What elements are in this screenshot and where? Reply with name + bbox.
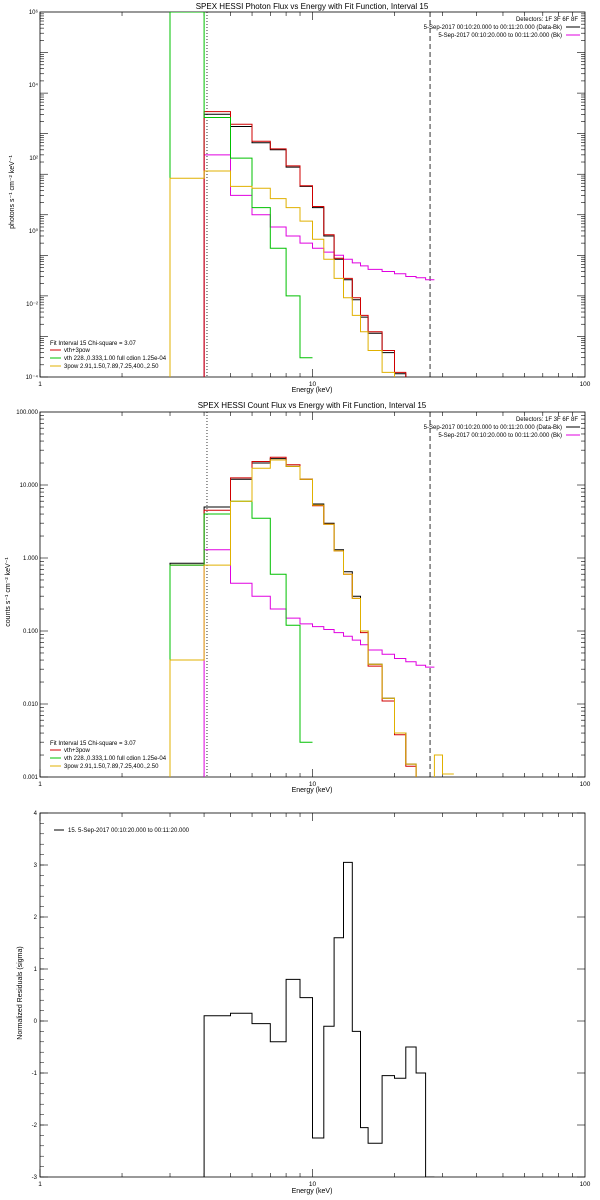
count-flux-fit-info: Fit Interval 15 Chi-square = 3.07 xyxy=(50,741,137,747)
residuals-xlabel: Energy (keV) xyxy=(292,1188,333,1195)
photon-flux-panel: SPEX HESSI Photon Flux vs Energy with Fi… xyxy=(9,2,591,394)
series-line-vth-228-0-333-1-00-full-cdion-1-25e-04 xyxy=(169,12,313,377)
y-tick-label: 10.000 xyxy=(20,483,39,489)
count-flux-legend-detectors: Detectors: 1F 3F 6F 8F xyxy=(516,417,578,423)
photon-flux-title: SPEX HESSI Photon Flux vs Energy with Fi… xyxy=(196,2,429,11)
x-tick-label: 10 xyxy=(309,381,317,388)
photon-flux-legend-vth3pow: vth+3pow xyxy=(64,348,91,354)
count-flux-title: SPEX HESSI Count Flux vs Energy with Fit… xyxy=(198,401,427,410)
residuals-legend-label: 15. 5-Sep-2017 00:10:20.000 to 00:11:20.… xyxy=(68,828,190,834)
series-line-3pow-2-91-1-50-7-89-7-25-400-2-50 xyxy=(169,170,395,377)
photon-flux-legend-bk: 5-Sep-2017 00:10:20.000 to 00:11:20.000 … xyxy=(438,33,562,39)
residuals-ylabel: Normalized Residuals (sigma) xyxy=(17,946,24,1039)
series-line-residuals xyxy=(203,861,435,1177)
photon-flux-legend-vth: vth 228.,0.333,1.00 full cdion 1.25e-04 xyxy=(64,356,167,362)
y-tick-label: 10⁶ xyxy=(29,9,39,16)
y-tick-label: 3 xyxy=(34,863,38,869)
y-tick-label: -3 xyxy=(32,1175,38,1181)
series-line-vth-3pow xyxy=(169,456,417,777)
y-tick-label: 0.001 xyxy=(23,775,39,781)
series-line-bk xyxy=(203,154,435,377)
count-flux-legend-vth: vth 228.,0.333,1.00 full cdion 1.25e-04 xyxy=(64,756,167,762)
y-tick-label: 10⁻⁴ xyxy=(26,374,39,381)
photon-flux-ylabel: photons s⁻¹ cm⁻² keV⁻¹ xyxy=(9,154,16,228)
plot-frame-1 xyxy=(39,411,586,778)
count-flux-legend-data: 5-Sep-2017 00:10:20.000 to 00:11:20.000 … xyxy=(424,425,562,431)
x-tick-label: 1 xyxy=(38,381,42,388)
series-line-vth-228-0-333-1-00-full-cdion-1-25e-04 xyxy=(169,500,313,777)
count-flux-panel: SPEX HESSI Count Flux vs Energy with Fit… xyxy=(5,401,591,794)
series-line-data-bk xyxy=(203,113,407,377)
series-line-data-bk xyxy=(169,458,417,777)
x-tick-label: 100 xyxy=(580,381,591,388)
x-tick-label: 10 xyxy=(309,1181,317,1188)
y-tick-label: -2 xyxy=(32,1123,38,1129)
x-tick-label: 10 xyxy=(309,781,317,788)
x-tick-label: 100 xyxy=(580,1181,591,1188)
y-tick-label: 10⁻² xyxy=(26,302,38,308)
x-tick-label: 1 xyxy=(38,1181,42,1188)
y-tick-label: 1.000 xyxy=(23,556,39,562)
count-flux-legend-3pow: 3pow 2.91,1.50,7.89,7.25,400.,2.50 xyxy=(64,764,159,770)
photon-flux-legend-data: 5-Sep-2017 00:10:20.000 to 00:11:20.000 … xyxy=(424,25,562,31)
photon-flux-legend-3pow: 3pow 2.91,1.50,7.89,7.25,400.,2.50 xyxy=(64,364,159,370)
photon-flux-xlabel: Energy (keV) xyxy=(292,387,333,394)
series-line-vth-3pow xyxy=(203,111,407,377)
y-tick-label: 2 xyxy=(34,915,38,921)
x-tick-label: 100 xyxy=(580,781,591,788)
y-tick-label: 1 xyxy=(34,967,38,973)
series-line-3pow-2-91-1-50-7-89-7-25-400-2-50 xyxy=(169,459,454,777)
photon-flux-fit-info: Fit Interval 15 Chi-square = 3.07 xyxy=(50,341,137,347)
y-tick-label: 10² xyxy=(29,156,38,162)
count-flux-legend-bk: 5-Sep-2017 00:10:20.000 to 00:11:20.000 … xyxy=(438,433,562,439)
series-line-bk xyxy=(203,549,435,777)
x-tick-label: 1 xyxy=(38,781,42,788)
residuals-panel: Energy (keV) Normalized Residuals (sigma… xyxy=(17,811,591,1195)
count-flux-ylabel: counts s⁻¹ cm⁻² keV⁻¹ xyxy=(5,557,12,627)
y-tick-label: 0 xyxy=(34,1019,38,1025)
photon-flux-legend-detectors: Detectors: 1F 3F 6F 8F xyxy=(516,17,578,23)
y-tick-label: 0.010 xyxy=(23,702,39,708)
y-tick-label: 100.000 xyxy=(16,410,38,416)
y-tick-label: 10⁴ xyxy=(29,82,39,89)
y-tick-label: 10⁰ xyxy=(29,228,39,235)
y-tick-label: 4 xyxy=(34,811,38,817)
count-flux-legend-vth3pow: vth+3pow xyxy=(64,748,91,754)
y-tick-label: 0.100 xyxy=(23,629,39,635)
count-flux-xlabel: Energy (keV) xyxy=(292,787,333,794)
y-tick-label: -1 xyxy=(32,1071,38,1077)
